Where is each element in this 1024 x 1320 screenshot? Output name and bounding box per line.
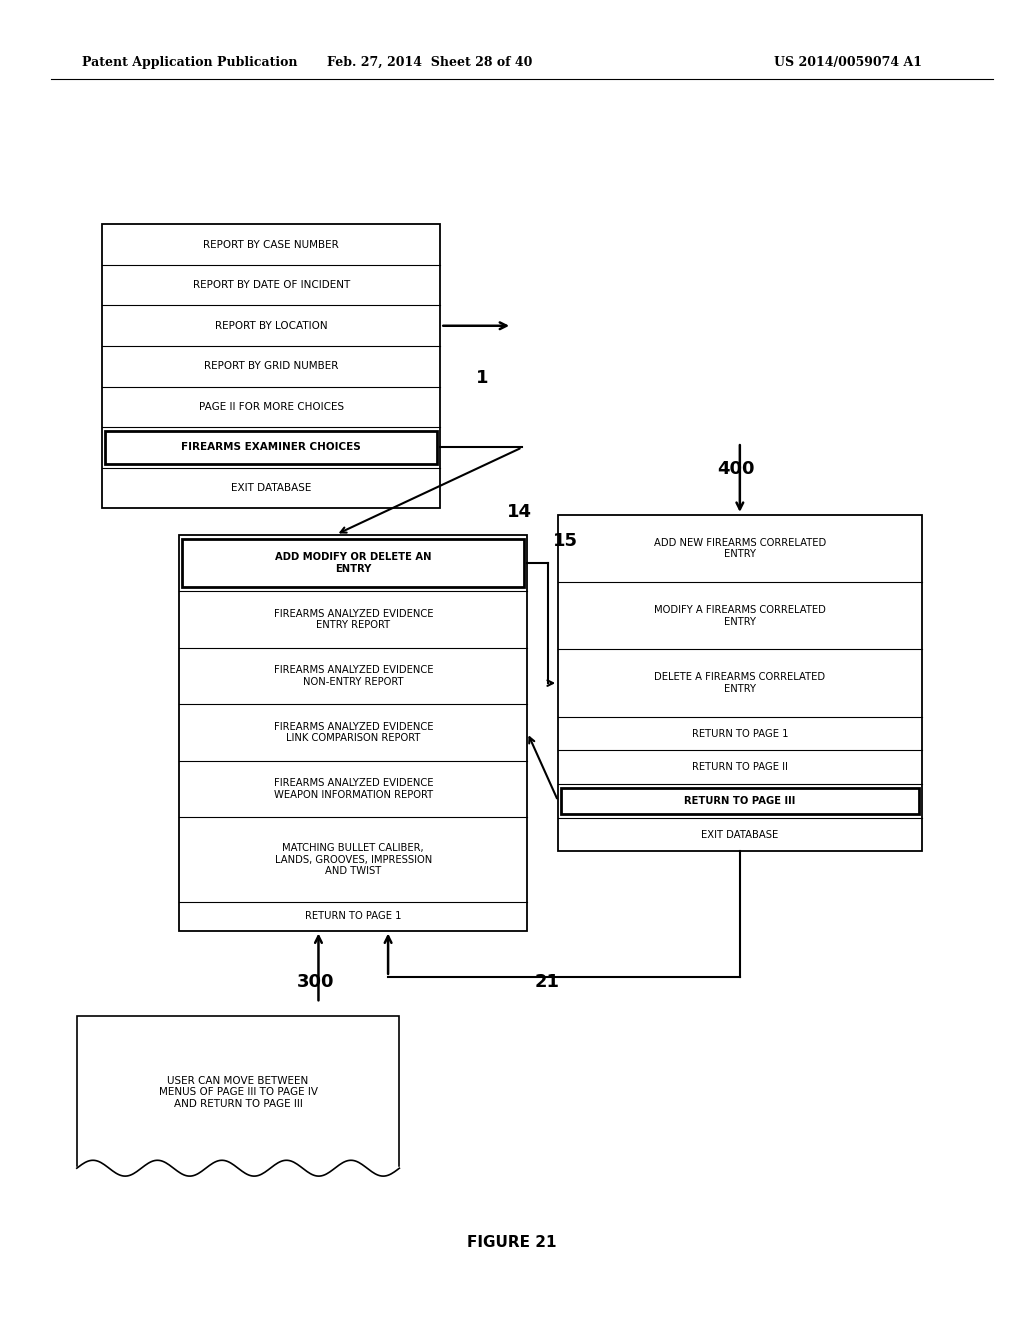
Text: 300: 300: [297, 973, 334, 991]
Text: RETURN TO PAGE II: RETURN TO PAGE II: [692, 762, 787, 772]
Text: FIREARMS ANALYZED EVIDENCE
NON-ENTRY REPORT: FIREARMS ANALYZED EVIDENCE NON-ENTRY REP…: [273, 665, 433, 686]
Text: FIREARMS ANALYZED EVIDENCE
WEAPON INFORMATION REPORT: FIREARMS ANALYZED EVIDENCE WEAPON INFORM…: [273, 779, 433, 800]
Text: DELETE A FIREARMS CORRELATED
ENTRY: DELETE A FIREARMS CORRELATED ENTRY: [654, 672, 825, 694]
Bar: [561, 788, 919, 813]
Bar: [102, 224, 440, 508]
Text: REPORT BY LOCATION: REPORT BY LOCATION: [215, 321, 328, 331]
Text: EXIT DATABASE: EXIT DATABASE: [231, 483, 311, 492]
Text: ADD NEW FIREARMS CORRELATED
ENTRY: ADD NEW FIREARMS CORRELATED ENTRY: [653, 537, 826, 560]
Text: FIREARMS ANALYZED EVIDENCE
LINK COMPARISON REPORT: FIREARMS ANALYZED EVIDENCE LINK COMPARIS…: [273, 722, 433, 743]
Text: RETURN TO PAGE III: RETURN TO PAGE III: [684, 796, 796, 807]
Text: RETURN TO PAGE 1: RETURN TO PAGE 1: [305, 911, 401, 921]
Text: 15: 15: [553, 532, 578, 550]
Text: 1: 1: [476, 368, 488, 387]
Bar: [77, 1016, 399, 1168]
Bar: [105, 432, 437, 463]
Text: FIREARMS EXAMINER CHOICES: FIREARMS EXAMINER CHOICES: [181, 442, 361, 453]
Text: 14: 14: [507, 503, 531, 521]
Text: EXIT DATABASE: EXIT DATABASE: [701, 829, 778, 840]
Text: USER CAN MOVE BETWEEN
MENUS OF PAGE III TO PAGE IV
AND RETURN TO PAGE III: USER CAN MOVE BETWEEN MENUS OF PAGE III …: [159, 1076, 317, 1109]
Text: MODIFY A FIREARMS CORRELATED
ENTRY: MODIFY A FIREARMS CORRELATED ENTRY: [654, 605, 825, 627]
Bar: [182, 539, 524, 587]
Text: FIGURE 21: FIGURE 21: [467, 1236, 557, 1250]
Bar: [558, 515, 922, 851]
Text: MATCHING BULLET CALIBER,
LANDS, GROOVES, IMPRESSION
AND TWIST: MATCHING BULLET CALIBER, LANDS, GROOVES,…: [274, 843, 432, 876]
Text: Patent Application Publication: Patent Application Publication: [82, 55, 297, 69]
Text: US 2014/0059074 A1: US 2014/0059074 A1: [773, 55, 922, 69]
Text: 400: 400: [717, 459, 755, 478]
Text: 21: 21: [535, 973, 559, 991]
Text: REPORT BY GRID NUMBER: REPORT BY GRID NUMBER: [204, 362, 339, 371]
Text: REPORT BY CASE NUMBER: REPORT BY CASE NUMBER: [204, 240, 339, 249]
Text: PAGE II FOR MORE CHOICES: PAGE II FOR MORE CHOICES: [199, 401, 344, 412]
Text: FIREARMS ANALYZED EVIDENCE
ENTRY REPORT: FIREARMS ANALYZED EVIDENCE ENTRY REPORT: [273, 609, 433, 630]
Bar: [179, 535, 527, 931]
Text: REPORT BY DATE OF INCIDENT: REPORT BY DATE OF INCIDENT: [193, 280, 350, 290]
Text: Feb. 27, 2014  Sheet 28 of 40: Feb. 27, 2014 Sheet 28 of 40: [328, 55, 532, 69]
Text: ADD MODIFY OR DELETE AN
ENTRY: ADD MODIFY OR DELETE AN ENTRY: [275, 552, 431, 574]
Text: RETURN TO PAGE 1: RETURN TO PAGE 1: [691, 729, 788, 739]
